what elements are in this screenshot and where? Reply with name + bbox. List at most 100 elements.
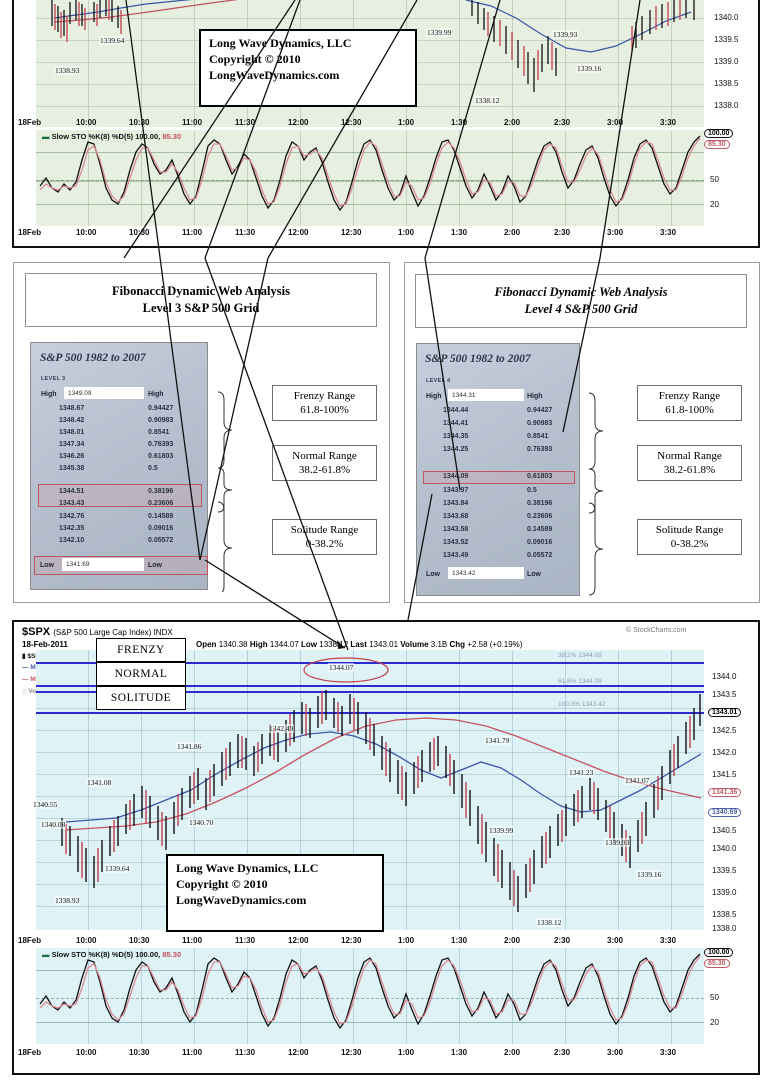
fib-row-ratio: 0.14589	[527, 526, 553, 533]
top-stochastic-pane: ▬ Slow STO %K(8) %D(5) 100.00, 85.30 50 …	[36, 130, 719, 226]
range-span: 38.2-61.8%	[298, 464, 351, 476]
top-stochastic-series	[39, 135, 701, 212]
fib-row-ratio: 0.76393	[148, 441, 174, 448]
stochastic-axis-tick: 50	[710, 993, 719, 1002]
fib-overlay-line	[36, 691, 704, 693]
zone-normal: NORMAL	[96, 662, 186, 686]
time-axis-tick: 2:30	[554, 118, 571, 127]
fib-overlay-line	[36, 662, 704, 664]
fib-level4-high-input[interactable]: 1344.31	[448, 389, 524, 401]
quote-stats: Open 1340.38 High 1344.07 Low 1338.12 La…	[196, 640, 522, 649]
stochastic-d-tag: 85.30	[704, 959, 730, 968]
stochastic-d-value: 85.30	[162, 950, 182, 959]
time-axis-tick: 11:30	[235, 936, 256, 945]
price-label: 1338.93	[54, 896, 81, 905]
copyright-line-3: LongWaveDynamics.com	[209, 68, 340, 83]
range-span: 38.2-61.8%	[663, 464, 716, 476]
zone-solitude: SOLITUDE	[96, 686, 186, 710]
price-label: 1342.49	[268, 724, 295, 733]
fib-row-ratio: 0.94427	[148, 405, 174, 412]
time-axis-tick: 10:00	[76, 1048, 97, 1057]
time-axis-tick: 3:00	[607, 118, 624, 127]
stochastic-k-tag: 100.00	[704, 948, 734, 957]
time-axis-tick: 10:30	[129, 228, 150, 237]
fib-level3-low-label: Low	[40, 562, 54, 569]
time-axis-tick: 2:30	[554, 228, 571, 237]
stochastic-axis-tick: 20	[710, 200, 719, 209]
chg-value: +2.58 (+0.19%)	[467, 640, 523, 649]
bottom-stochastic-series	[39, 953, 701, 1030]
fib-row-ratio: 0.90983	[148, 417, 174, 424]
volume-value: 3.1B	[430, 640, 448, 649]
time-axis-tick: 10:30	[129, 1048, 150, 1057]
fib-row-price: 1347.34	[59, 441, 85, 448]
fib-level3-braces	[217, 391, 233, 592]
fib-level4-level-label: LEVEL 4	[426, 378, 451, 384]
fib-level3-grid-title: S&P 500 1982 to 2007	[40, 352, 146, 364]
time-axis-tick: 12:30	[341, 228, 362, 237]
fib-level4-title-line1: Fibonacci Dynamic Web Analysis	[494, 285, 668, 300]
fib-row-price: 1343.58	[443, 526, 469, 533]
fib-overlay-line	[36, 712, 704, 714]
fib-row-price: 1345.38	[59, 465, 85, 472]
fib-row-ratio: 0.76393	[527, 446, 553, 453]
price-axis-tick: 1339.0	[712, 888, 737, 897]
price-axis-tick: 1339.5	[712, 866, 737, 875]
price-label: 1340.08	[40, 820, 67, 829]
fib-level4-grid: S&P 500 1982 to 2007 LEVEL 4 High 1344.3…	[416, 343, 580, 596]
time-axis-tick: 10:00	[76, 936, 97, 945]
price-axis-tick: 1340.0	[714, 13, 739, 22]
time-axis-tick: 10:00	[76, 228, 97, 237]
fib-level4-title-line2: Level 4 S&P 500 Grid	[524, 302, 638, 316]
range-name: Solitude Range	[290, 523, 359, 536]
quote-date: 18-Feb-2011	[22, 640, 68, 649]
time-axis-tick: 1:00	[398, 118, 415, 127]
symbol-title: $SPX (S&P 500 Large Cap Index) INDX	[22, 626, 173, 638]
stochastic-axis-tick: 20	[710, 1018, 719, 1027]
time-axis-tick: 2:00	[504, 228, 521, 237]
fib-row-price: 1343.97	[443, 487, 469, 494]
time-axis-tick: 12:30	[341, 118, 362, 127]
fib-level4-solitude-range: Solitude Range 0-38.2%	[637, 519, 742, 555]
fib-level3-low-col-label: Low	[148, 562, 162, 569]
fib-row-ratio: 0.5	[148, 465, 158, 472]
range-name: Frenzy Range	[658, 389, 721, 402]
price-axis-tick: 1340.5	[712, 826, 737, 835]
open-value: 1340.38	[218, 640, 248, 649]
time-axis-tick: 2:30	[554, 936, 571, 945]
time-axis-tick: 1:00	[398, 228, 415, 237]
fib-level3-high-input[interactable]: 1349.09	[64, 387, 144, 399]
fib-level3-level-label: LEVEL 3	[41, 376, 66, 382]
time-axis-tick: 1:30	[451, 1048, 468, 1057]
fib-row-ratio: 0.14589	[148, 513, 174, 520]
fib-row-ratio: 0.38196	[527, 500, 553, 507]
time-axis-tick: 11:00	[182, 1048, 203, 1057]
price-label: 1339.99	[488, 826, 515, 835]
open-label: Open	[196, 640, 217, 649]
fib-level4-low-input[interactable]: 1343.42	[448, 567, 524, 579]
price-axis-tick: 1338.0	[714, 101, 739, 110]
last-label: Last	[350, 640, 367, 649]
high-label: High	[249, 640, 268, 649]
fib-row-price: 1348.42	[59, 417, 85, 424]
price-label: 1338.12	[536, 918, 563, 927]
fib-level3-low-input[interactable]: 1341.69	[62, 558, 144, 571]
fib-level4-low-label: Low	[426, 571, 440, 578]
line-icon: —	[22, 664, 29, 671]
bottom-stochastic-pane: ▬ Slow STO %K(8) %D(5) 100.00, 85.30 50 …	[36, 948, 719, 1044]
price-label: 1340.55	[32, 800, 59, 809]
last-price-tag: 1343.01	[708, 708, 742, 717]
price-label: 1338.93	[54, 66, 81, 75]
price-axis-tick: 1342.0	[712, 748, 737, 757]
price-label: 1341.07	[624, 776, 651, 785]
fib-level4-highlight-row	[423, 471, 575, 484]
range-name: Normal Range	[292, 449, 357, 462]
fib-row-ratio: 0.61803	[148, 453, 174, 460]
price-label: 1339.16	[636, 870, 663, 879]
time-axis-tick: 3:00	[607, 1048, 624, 1057]
fib-row-price: 1342.10	[59, 537, 85, 544]
time-axis-tick: 11:00	[182, 936, 203, 945]
fib-level3-title-box: Fibonacci Dynamic Web Analysis Level 3 S…	[25, 273, 377, 327]
fib-row-price: 1342.35	[59, 525, 85, 532]
price-label: 1339.64	[99, 36, 126, 45]
